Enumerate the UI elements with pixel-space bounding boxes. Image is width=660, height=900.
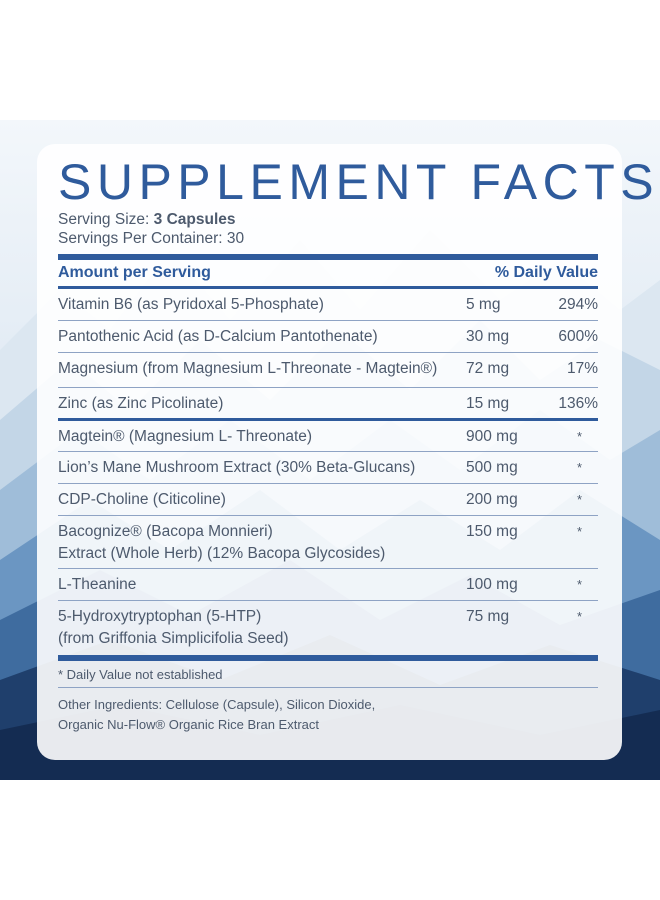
nutrient-amount: 72 mg [466,360,510,377]
nutrient-daily-value: 294% [558,296,598,313]
daily-value-footnote: * Daily Value not established [58,661,598,688]
nutrient-name: Bacognize® (Bacopa Monnieri) Extract (Wh… [58,523,386,562]
vitamin-rows: Vitamin B6 (as Pyridoxal 5-Phosphate) 5 m… [58,289,598,418]
divider-thick [58,655,598,661]
nutrient-name: CDP-Choline (Citicoline) [58,491,226,508]
nutrient-amount: 200 mg [466,491,518,508]
nutrient-name: Zinc (as Zinc Picolinate) [58,395,224,412]
nutrient-daily-value: * [576,492,582,507]
nutrient-amount: 15 mg [466,395,510,412]
nutrient-row: Magnesium (from Magnesium L-Threonate - … [58,353,598,388]
serving-size: Serving Size: 3 Capsules [58,210,598,229]
nutrient-row: Bacognize® (Bacopa Monnieri) Extract (Wh… [58,516,598,569]
nutrient-daily-value: * [576,577,582,592]
nutrient-row: CDP-Choline (Citicoline) 200 mg * [58,484,598,516]
serving-size-value: 3 Capsules [153,211,236,228]
panel-title: SUPPLEMENT FACTS [58,154,660,210]
nutrient-daily-value: 600% [558,328,598,345]
header-amount-per-serving: Amount per Serving [58,264,211,281]
column-header: Amount per Serving % Daily Value [58,260,598,286]
nutrient-amount: 900 mg [466,428,518,445]
nutrient-name: L-Theanine [58,576,137,593]
nutrient-daily-value: * [576,429,582,444]
supplement-facts-panel: SUPPLEMENT FACTS Serving Size: 3 Capsule… [37,144,660,760]
nutrient-daily-value: * [576,524,582,539]
other-ingredients-line: Organic Nu-Flow® Organic Rice Bran Extra… [58,717,319,732]
nutrient-name: Magnesium (from Magnesium L-Threonate - … [58,360,438,377]
nutrient-amount: 75 mg [466,608,510,625]
nutrient-daily-value: 136% [558,395,598,412]
other-ingredients: Other Ingredients: Cellulose (Capsule), … [58,688,598,735]
header-daily-value: % Daily Value [494,264,598,281]
nutrient-amount: 5 mg [466,296,501,313]
ingredient-rows: Magtein® (Magnesium L- Threonate) 900 mg *… [58,421,598,655]
nutrient-row: Magtein® (Magnesium L- Threonate) 900 mg * [58,421,598,452]
nutrient-amount: 100 mg [466,576,518,593]
nutrient-name: Magtein® (Magnesium L- Threonate) [58,428,313,445]
nutrient-daily-value: * [576,460,582,475]
nutrient-row: 5-Hydroxytryptophan (5-HTP) (from Griffo… [58,601,598,655]
nutrient-amount: 150 mg [466,523,518,540]
nutrient-name: Vitamin B6 (as Pyridoxal 5-Phosphate) [58,296,324,313]
nutrient-name: Pantothenic Acid (as D-Calcium Pantothen… [58,328,378,345]
nutrient-row: L-Theanine 100 mg * [58,569,598,601]
divider-medium [58,418,598,421]
nutrient-amount: 500 mg [466,459,518,476]
nutrient-name: 5-Hydroxytryptophan (5-HTP) (from Griffo… [58,608,289,647]
serving-size-label: Serving Size: [58,211,154,228]
nutrient-row: Zinc (as Zinc Picolinate) 15 mg 136% [58,388,598,418]
nutrient-amount: 30 mg [466,328,510,345]
other-ingredients-line: Other Ingredients: Cellulose (Capsule), … [58,697,376,712]
divider-thick [58,254,598,260]
nutrient-row: Vitamin B6 (as Pyridoxal 5-Phosphate) 5 m… [58,289,598,321]
nutrient-row: Lion’s Mane Mushroom Extract (30% Beta-G… [58,452,598,484]
nutrient-daily-value: 17% [566,360,598,377]
nutrient-daily-value: * [576,609,582,624]
divider-medium [58,286,598,289]
servings-per-container: Servings Per Container: 30 [58,230,245,247]
nutrient-name: Lion’s Mane Mushroom Extract (30% Beta-G… [58,459,416,476]
nutrient-row: Pantothenic Acid (as D-Calcium Pantothen… [58,321,598,353]
